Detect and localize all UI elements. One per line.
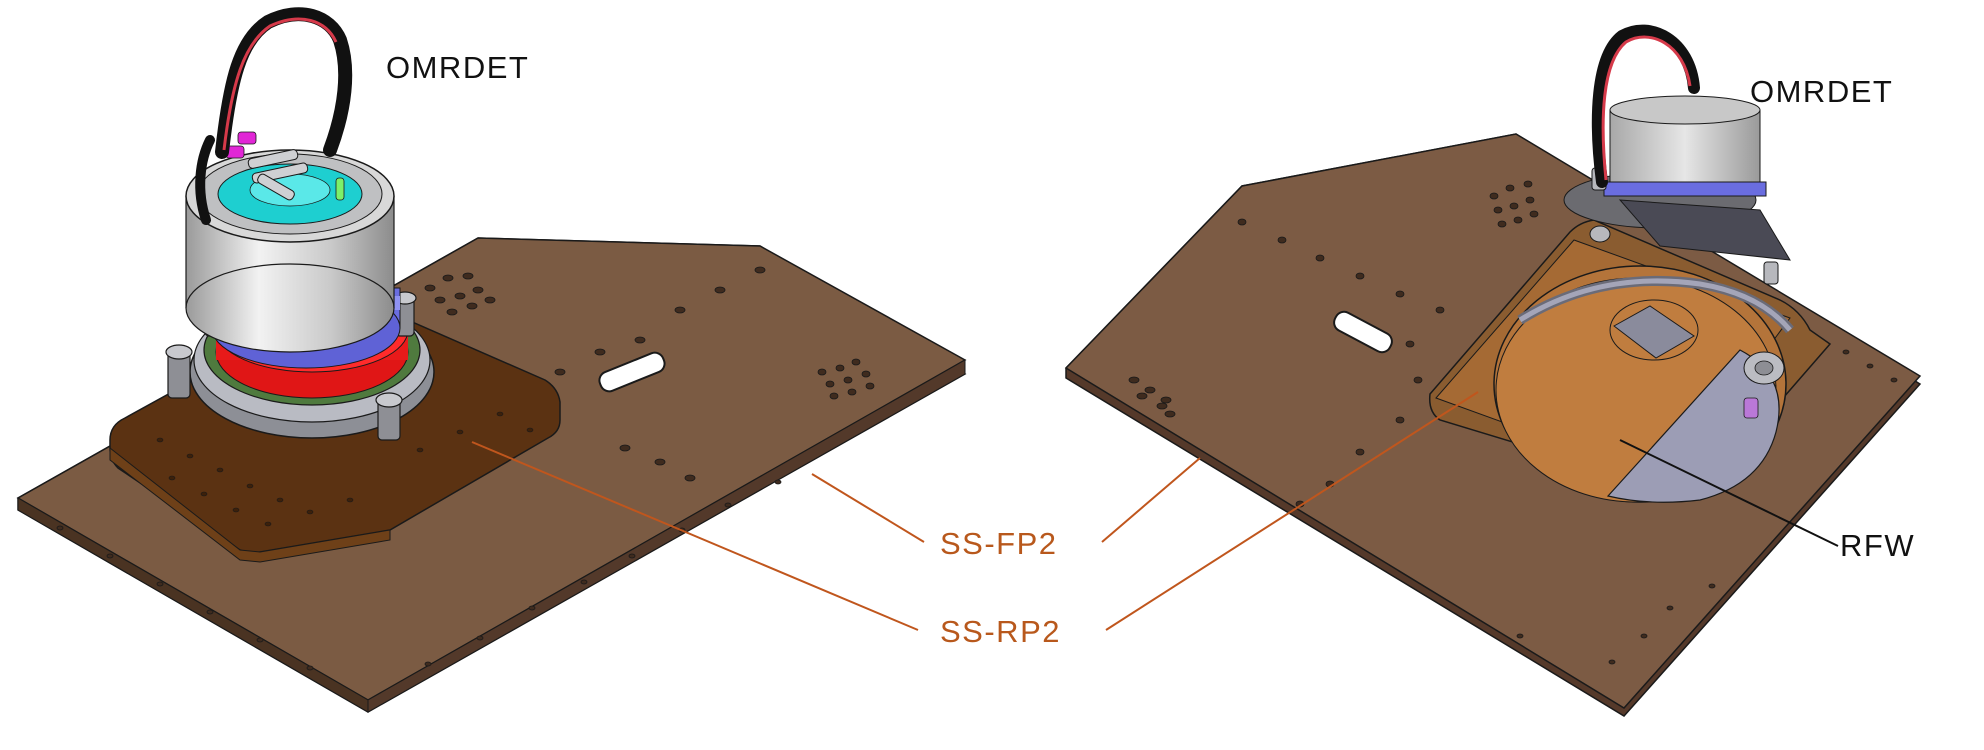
- label-ss-fp2: SS-FP2: [940, 526, 1058, 561]
- plate-slot-left: [598, 351, 666, 393]
- omrdet-cylinder-right: [1563, 24, 1791, 285]
- label-omrdet-right: OMRDET: [1750, 74, 1893, 109]
- filter-wheel-right: [1493, 265, 1794, 503]
- plate-slot-right: [1333, 310, 1393, 354]
- callout-lines: [471, 391, 1839, 631]
- left-assembly: [16, 7, 967, 713]
- label-rfw: RFW: [1840, 528, 1915, 563]
- plate-holes-left: [56, 266, 875, 671]
- omrdet-cylinder-left: [185, 7, 401, 369]
- right-assembly: [1064, 24, 1922, 717]
- label-ss-rp2: SS-RP2: [940, 614, 1061, 649]
- label-omrdet-left: OMRDET: [386, 50, 529, 85]
